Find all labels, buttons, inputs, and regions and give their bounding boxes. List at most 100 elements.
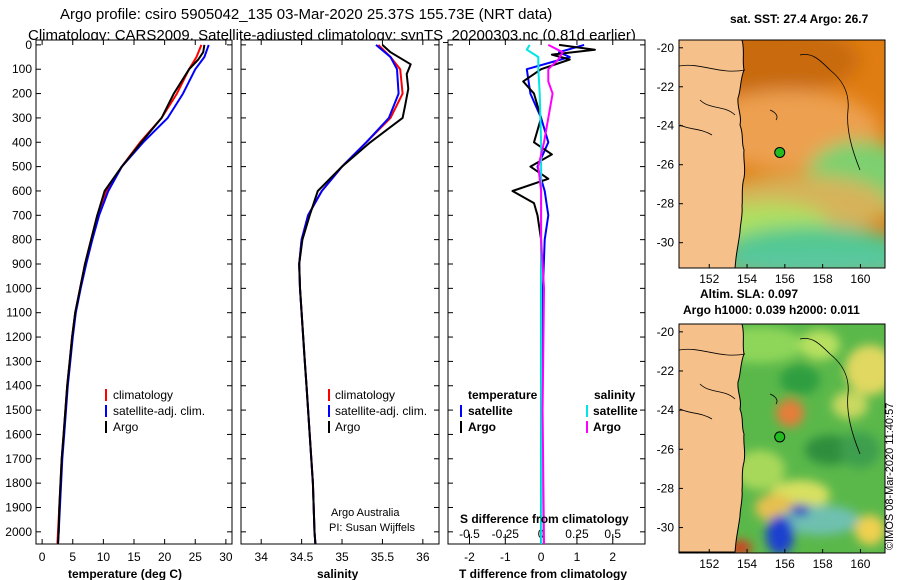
depth-tick-label: 200 [12, 87, 32, 101]
s-difference-axis-ticks: -0.5 -0.25 0 0.25 0.5 [459, 527, 621, 541]
lon-tick-label: 154 [737, 557, 757, 571]
x-tick-label: 35.5 [371, 550, 395, 564]
depth-tick-label: 1300 [5, 354, 32, 368]
legend-satellite-swatch [105, 405, 107, 417]
depth-tick-label: 100 [12, 62, 32, 76]
x-tick-label: 20 [158, 550, 172, 564]
x-tick-label: 0 [538, 550, 545, 564]
temperature-axis-ticks: 0 5 10 15 20 25 30 [39, 40, 233, 564]
salinity-depth-ticks [241, 44, 439, 533]
depth-tick-label: 500 [12, 160, 32, 174]
lat-tick-label: -26 [657, 158, 675, 172]
lat-tick-label: -30 [657, 236, 675, 250]
lat-tick-label: -20 [657, 325, 675, 339]
sla-lat-ticks: -20 -22 -24 -26 -28 -30 [657, 325, 683, 535]
series-line-salinity-argo [537, 44, 564, 544]
temperature-panel: 0100200300400500600700800900100011001200… [5, 38, 233, 580]
figure-title-line1: Argo profile: csiro 5905042_135 03-Mar-2… [60, 6, 552, 23]
depth-tick-label: 0 [25, 38, 32, 52]
x-tick-label: 36 [416, 550, 430, 564]
lon-tick-label: 158 [813, 557, 833, 571]
x-tick-label: 34.5 [290, 550, 314, 564]
x-tick-label: 10 [97, 550, 111, 564]
s-difference-axis-label: S difference from climatology [460, 512, 629, 526]
lon-tick-label: 160 [850, 272, 870, 286]
x-tick-label: 5 [69, 550, 76, 564]
series-line-salinity-satellite [525, 44, 543, 544]
sla-map-frame [678, 323, 886, 554]
legend-s-argo-swatch [586, 421, 588, 433]
difference-series [511, 43, 596, 544]
depth-tick-label: 2000 [5, 525, 32, 539]
x-tick-label: 15 [127, 550, 141, 564]
lat-tick-label: -30 [657, 521, 675, 535]
depth-tick-label: 1400 [5, 379, 32, 393]
legend-argo-label: Argo [113, 420, 139, 434]
depth-tick-label: 700 [12, 208, 32, 222]
lat-tick-label: -28 [657, 197, 675, 211]
salinity-axis-ticks: 34 34.5 35 35.5 36 [255, 40, 430, 564]
float-location-marker [774, 431, 786, 443]
sla-map-subtitle: Argo h1000: 0.039 h2000: 0.011 [683, 303, 860, 317]
salinity-panel: 34 34.5 35 35.5 36 salinity climatology sate… [240, 39, 440, 580]
series-line-argo [57, 44, 206, 544]
lat-tick-label: -22 [657, 364, 675, 378]
temperature-axis-label: temperature (deg C) [68, 567, 182, 580]
credit-pi-name: PI: Susan Wijffels [329, 522, 415, 534]
s-diff-tick-label: -0.25 [492, 527, 520, 541]
lon-tick-label: 156 [775, 272, 795, 286]
lat-tick-label: -28 [657, 481, 675, 495]
x-tick-label: 0 [39, 550, 46, 564]
salinity-axis-label: salinity [317, 567, 359, 580]
sst-lon-ticks: 152 154 156 158 160 [699, 264, 871, 286]
depth-tick-label: 1800 [5, 476, 32, 490]
salinity-plot-frame [240, 39, 440, 545]
legend-satellite-label: satellite-adj. clim. [335, 404, 427, 418]
x-tick-label: -2 [464, 550, 475, 564]
x-tick-label: 1 [574, 550, 581, 564]
difference-plot-frame [447, 39, 646, 545]
depth-tick-label: 1100 [6, 306, 32, 320]
depth-tick-label: 1700 [5, 452, 32, 466]
sst-map: sat. SST: 27.4 Argo: 26.7 -20-22-24-26-2… [657, 12, 886, 286]
legend-climatology-swatch [328, 389, 330, 401]
lat-tick-label: -26 [657, 442, 675, 456]
legend-t-satellite-swatch [460, 405, 462, 417]
s-diff-tick-label: 0.25 [565, 527, 589, 541]
depth-tick-label: 1600 [5, 427, 32, 441]
depth-tick-label: 800 [12, 233, 32, 247]
series-line-argo [298, 44, 412, 544]
legend-t-argo-swatch [460, 421, 462, 433]
t-difference-axis-label: T difference from climatology [459, 567, 627, 580]
lon-tick-label: 152 [699, 557, 719, 571]
legend-temperature-title: temperature [468, 388, 538, 402]
lat-tick-label: -22 [657, 80, 675, 94]
legend-s-argo-label: Argo [593, 420, 621, 434]
difference-depth-ticks [448, 44, 645, 533]
difference-legend: temperature salinity satellite Argo sate… [460, 388, 638, 434]
legend-s-satellite-swatch [586, 405, 588, 417]
legend-argo-label: Argo [335, 420, 361, 434]
sst-map-title: sat. SST: 27.4 Argo: 26.7 [730, 12, 869, 26]
s-diff-tick-label: -0.5 [459, 527, 480, 541]
x-tick-label: 25 [189, 550, 203, 564]
x-tick-label: 35 [335, 550, 349, 564]
lat-tick-label: -20 [657, 41, 675, 55]
x-tick-label: 34 [255, 550, 269, 564]
credit-timestamp: ©IMOS 08-Mar-2020 11:40:57 [884, 403, 896, 550]
x-tick-label: -1 [500, 550, 511, 564]
lon-tick-label: 156 [775, 557, 795, 571]
float-location-marker [774, 146, 786, 158]
difference-panel: -2 -1 0 1 2 -0.5 -0.25 0 0.25 0.5 T difference f… [447, 39, 646, 580]
lon-tick-label: 158 [813, 272, 833, 286]
legend-satellite-label: satellite-adj. clim. [113, 404, 205, 418]
legend-argo-swatch [328, 421, 330, 433]
bathymetry-contours [679, 337, 861, 455]
lat-tick-label: -24 [657, 119, 675, 133]
land-mass [679, 40, 746, 268]
x-tick-label: 2 [609, 550, 616, 564]
legend-t-argo-label: Argo [468, 420, 496, 434]
sst-lat-ticks: -20 -22 -24 -26 -28 -30 [657, 41, 683, 250]
legend-t-satellite-label: satellite [468, 404, 513, 418]
